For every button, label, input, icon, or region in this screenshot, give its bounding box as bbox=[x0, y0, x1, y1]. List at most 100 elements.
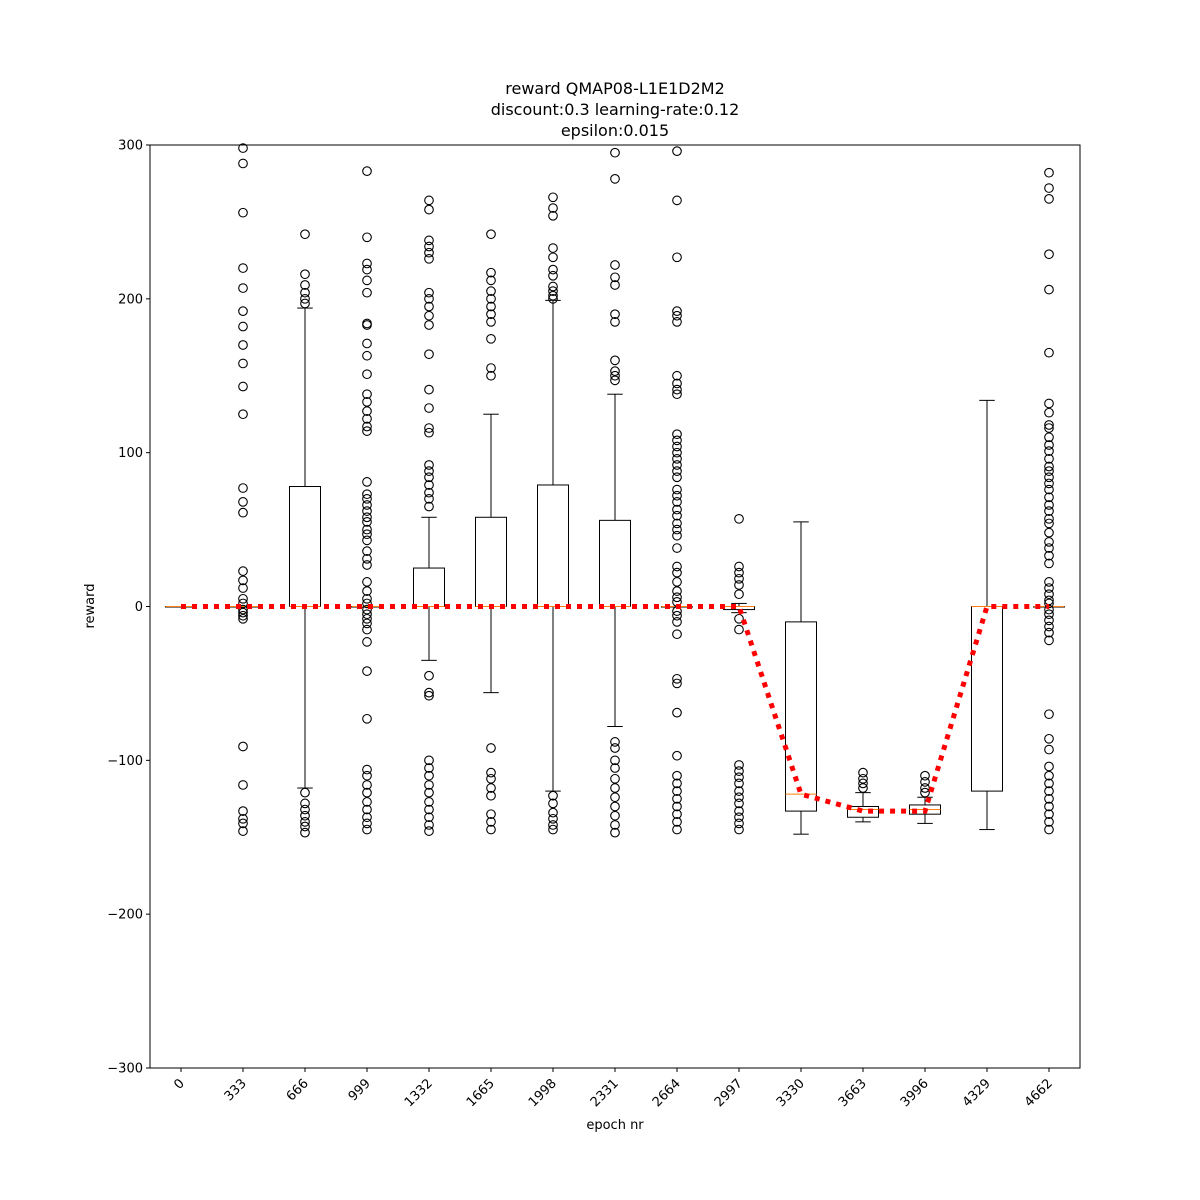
outlier-point bbox=[548, 820, 558, 830]
outlier-point bbox=[238, 575, 248, 586]
outlier-point bbox=[734, 818, 744, 829]
outlier-point bbox=[610, 147, 620, 158]
outlier-point bbox=[1044, 183, 1054, 193]
outlier-point bbox=[548, 252, 558, 263]
chart-title-line-3: epsilon:0.015 bbox=[561, 121, 669, 140]
outlier-point bbox=[238, 610, 248, 621]
outlier-point bbox=[238, 598, 248, 609]
outlier-point bbox=[1044, 786, 1054, 796]
outlier-point bbox=[1044, 550, 1054, 561]
y-axis-label: reward bbox=[83, 583, 98, 628]
outlier-point bbox=[424, 670, 434, 681]
outlier-point bbox=[610, 827, 620, 838]
outlier-point bbox=[610, 272, 620, 283]
box-2997 bbox=[723, 513, 755, 835]
outlier-point bbox=[548, 790, 558, 801]
outlier-point bbox=[672, 146, 682, 157]
outlier-point bbox=[610, 755, 620, 766]
outlier-point bbox=[672, 195, 682, 206]
outlier-point bbox=[734, 824, 744, 835]
outlier-point bbox=[548, 203, 558, 213]
outlier-point bbox=[548, 286, 558, 296]
outlier-point bbox=[362, 613, 372, 624]
outlier-point bbox=[734, 613, 744, 624]
outlier-point bbox=[610, 260, 620, 270]
outlier-point bbox=[300, 229, 310, 240]
outlier-point bbox=[610, 366, 620, 376]
outlier-point bbox=[734, 624, 744, 635]
outlier-point bbox=[1044, 527, 1054, 538]
outlier-point bbox=[424, 384, 434, 395]
outlier-point bbox=[424, 493, 434, 504]
outlier-point bbox=[672, 510, 682, 521]
box-1665 bbox=[475, 229, 507, 835]
outlier-point bbox=[424, 770, 434, 781]
chart-title-line-1: reward QMAP08-L1E1D2M2 bbox=[505, 79, 725, 98]
outlier-point bbox=[362, 818, 372, 829]
outlier-point bbox=[362, 624, 372, 635]
outlier-point bbox=[362, 338, 372, 349]
outlier-point bbox=[362, 553, 372, 564]
outlier-point bbox=[486, 333, 496, 344]
outlier-point bbox=[238, 507, 248, 518]
outlier-point bbox=[672, 453, 682, 464]
outlier-point bbox=[734, 786, 744, 796]
outlier-point bbox=[362, 506, 372, 516]
outlier-point bbox=[734, 766, 744, 776]
outlier-point bbox=[486, 809, 496, 820]
outlier-point bbox=[548, 290, 558, 301]
outlier-point bbox=[672, 497, 682, 507]
outlier-point bbox=[1044, 770, 1054, 781]
outlier-point bbox=[300, 287, 310, 298]
outlier-point bbox=[672, 490, 682, 501]
outlier-point bbox=[672, 809, 682, 820]
box-body bbox=[847, 805, 879, 818]
outlier-point bbox=[424, 460, 434, 470]
outlier-point bbox=[672, 518, 682, 529]
box-4329 bbox=[971, 399, 1003, 831]
outlier-point bbox=[362, 350, 372, 361]
outlier-point bbox=[734, 778, 744, 789]
outlier-point bbox=[1044, 577, 1054, 587]
outlier-point bbox=[486, 293, 496, 304]
outlier-point bbox=[672, 567, 682, 578]
outlier-point bbox=[424, 403, 434, 413]
outlier-point bbox=[548, 813, 558, 824]
outlier-point bbox=[238, 340, 248, 350]
outlier-point bbox=[1044, 492, 1054, 503]
outlier-point bbox=[734, 589, 744, 600]
outlier-point bbox=[734, 798, 744, 809]
outlier-point bbox=[1044, 284, 1054, 295]
outlier-point bbox=[1044, 793, 1054, 804]
outlier-point bbox=[300, 298, 310, 309]
outlier-point bbox=[1044, 500, 1054, 510]
outlier-point bbox=[424, 480, 434, 490]
outlier-point bbox=[672, 801, 682, 812]
outlier-point bbox=[672, 384, 682, 395]
outlier-point bbox=[362, 586, 372, 596]
outlier-point bbox=[548, 293, 558, 304]
outlier-point bbox=[1044, 778, 1054, 789]
outlier-point bbox=[300, 787, 310, 798]
outlier-point bbox=[424, 826, 434, 836]
outlier-point bbox=[486, 301, 496, 312]
outlier-point bbox=[734, 573, 744, 584]
outlier-point bbox=[672, 707, 682, 718]
box-333 bbox=[227, 143, 259, 836]
plot-area bbox=[165, 143, 1065, 838]
outlier-point bbox=[672, 592, 682, 603]
outlier-point bbox=[362, 546, 372, 556]
outlier-point bbox=[1044, 461, 1054, 472]
outlier-point bbox=[920, 787, 930, 798]
outlier-point bbox=[362, 666, 372, 676]
outlier-point bbox=[300, 293, 310, 304]
outlier-point bbox=[610, 355, 620, 366]
outlier-point bbox=[734, 772, 744, 783]
outlier-point bbox=[672, 310, 682, 321]
outlier-point bbox=[300, 269, 310, 280]
outlier-point bbox=[610, 737, 620, 747]
outlier-point bbox=[362, 493, 372, 504]
outlier-point bbox=[1044, 761, 1054, 772]
outlier-point bbox=[1044, 621, 1054, 632]
